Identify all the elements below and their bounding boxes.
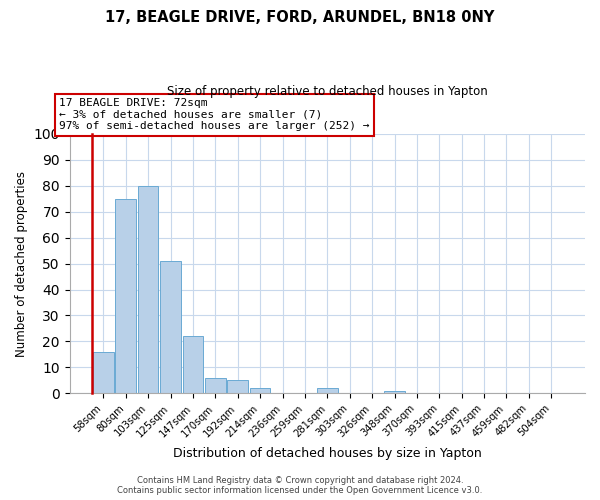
Title: Size of property relative to detached houses in Yapton: Size of property relative to detached ho… — [167, 85, 488, 98]
Text: 17 BEAGLE DRIVE: 72sqm
← 3% of detached houses are smaller (7)
97% of semi-detac: 17 BEAGLE DRIVE: 72sqm ← 3% of detached … — [59, 98, 370, 132]
Bar — [160, 261, 181, 394]
Bar — [93, 352, 113, 394]
Bar — [227, 380, 248, 394]
Y-axis label: Number of detached properties: Number of detached properties — [15, 170, 28, 356]
X-axis label: Distribution of detached houses by size in Yapton: Distribution of detached houses by size … — [173, 447, 482, 460]
Bar — [115, 198, 136, 394]
Bar — [205, 378, 226, 394]
Bar — [182, 336, 203, 394]
Bar — [317, 388, 338, 394]
Text: 17, BEAGLE DRIVE, FORD, ARUNDEL, BN18 0NY: 17, BEAGLE DRIVE, FORD, ARUNDEL, BN18 0N… — [106, 10, 494, 25]
Bar — [138, 186, 158, 394]
Text: Contains HM Land Registry data © Crown copyright and database right 2024.
Contai: Contains HM Land Registry data © Crown c… — [118, 476, 482, 495]
Bar — [250, 388, 271, 394]
Bar — [384, 390, 405, 394]
